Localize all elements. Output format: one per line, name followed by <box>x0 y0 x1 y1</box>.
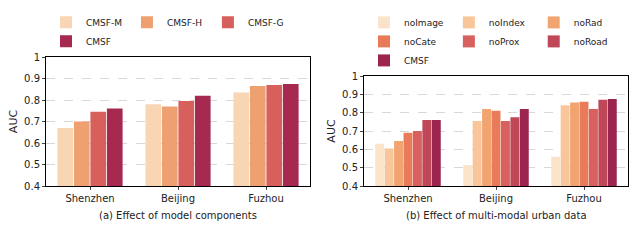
svg-text:1: 1 <box>352 71 358 82</box>
svg-text:0.5: 0.5 <box>342 162 358 173</box>
svg-text:(a) Effect of model components: (a) Effect of model components <box>99 210 257 221</box>
svg-text:1: 1 <box>34 52 40 63</box>
svg-text:AUC: AUC <box>7 110 20 134</box>
svg-text:CMSF-M: CMSF-M <box>86 18 122 28</box>
svg-text:0.4: 0.4 <box>24 181 40 192</box>
svg-text:0.6: 0.6 <box>24 138 40 149</box>
svg-text:Beijing: Beijing <box>479 193 513 204</box>
svg-text:Beijing: Beijing <box>161 193 195 204</box>
svg-text:Shenzhen: Shenzhen <box>383 193 432 204</box>
svg-text:0.7: 0.7 <box>342 126 358 137</box>
svg-text:noProx: noProx <box>489 37 520 47</box>
svg-text:(b) Effect of multi-modal urba: (b) Effect of multi-modal urban data <box>406 210 587 221</box>
svg-text:noImage: noImage <box>404 18 444 28</box>
svg-text:noIndex: noIndex <box>489 18 526 28</box>
svg-text:noRoad: noRoad <box>574 37 608 47</box>
svg-text:CMSF: CMSF <box>404 56 429 66</box>
svg-text:CMSF-G: CMSF-G <box>248 18 284 28</box>
svg-text:0.6: 0.6 <box>342 144 358 155</box>
svg-text:CMSF: CMSF <box>86 37 111 47</box>
svg-text:0.7: 0.7 <box>24 116 40 127</box>
svg-text:AUC: AUC <box>325 119 338 143</box>
svg-text:0.9: 0.9 <box>24 73 40 84</box>
svg-text:0.8: 0.8 <box>342 107 358 118</box>
svg-text:0.5: 0.5 <box>24 159 40 170</box>
svg-text:Shenzhen: Shenzhen <box>65 193 114 204</box>
svg-text:noRad: noRad <box>574 18 603 28</box>
svg-text:Fuzhou: Fuzhou <box>566 193 602 204</box>
svg-text:0.8: 0.8 <box>24 95 40 106</box>
svg-text:Fuzhou: Fuzhou <box>248 193 284 204</box>
svg-text:CMSF-H: CMSF-H <box>167 18 202 28</box>
svg-text:0.4: 0.4 <box>342 181 358 192</box>
svg-text:0.9: 0.9 <box>342 89 358 100</box>
svg-text:noCate: noCate <box>404 37 437 47</box>
